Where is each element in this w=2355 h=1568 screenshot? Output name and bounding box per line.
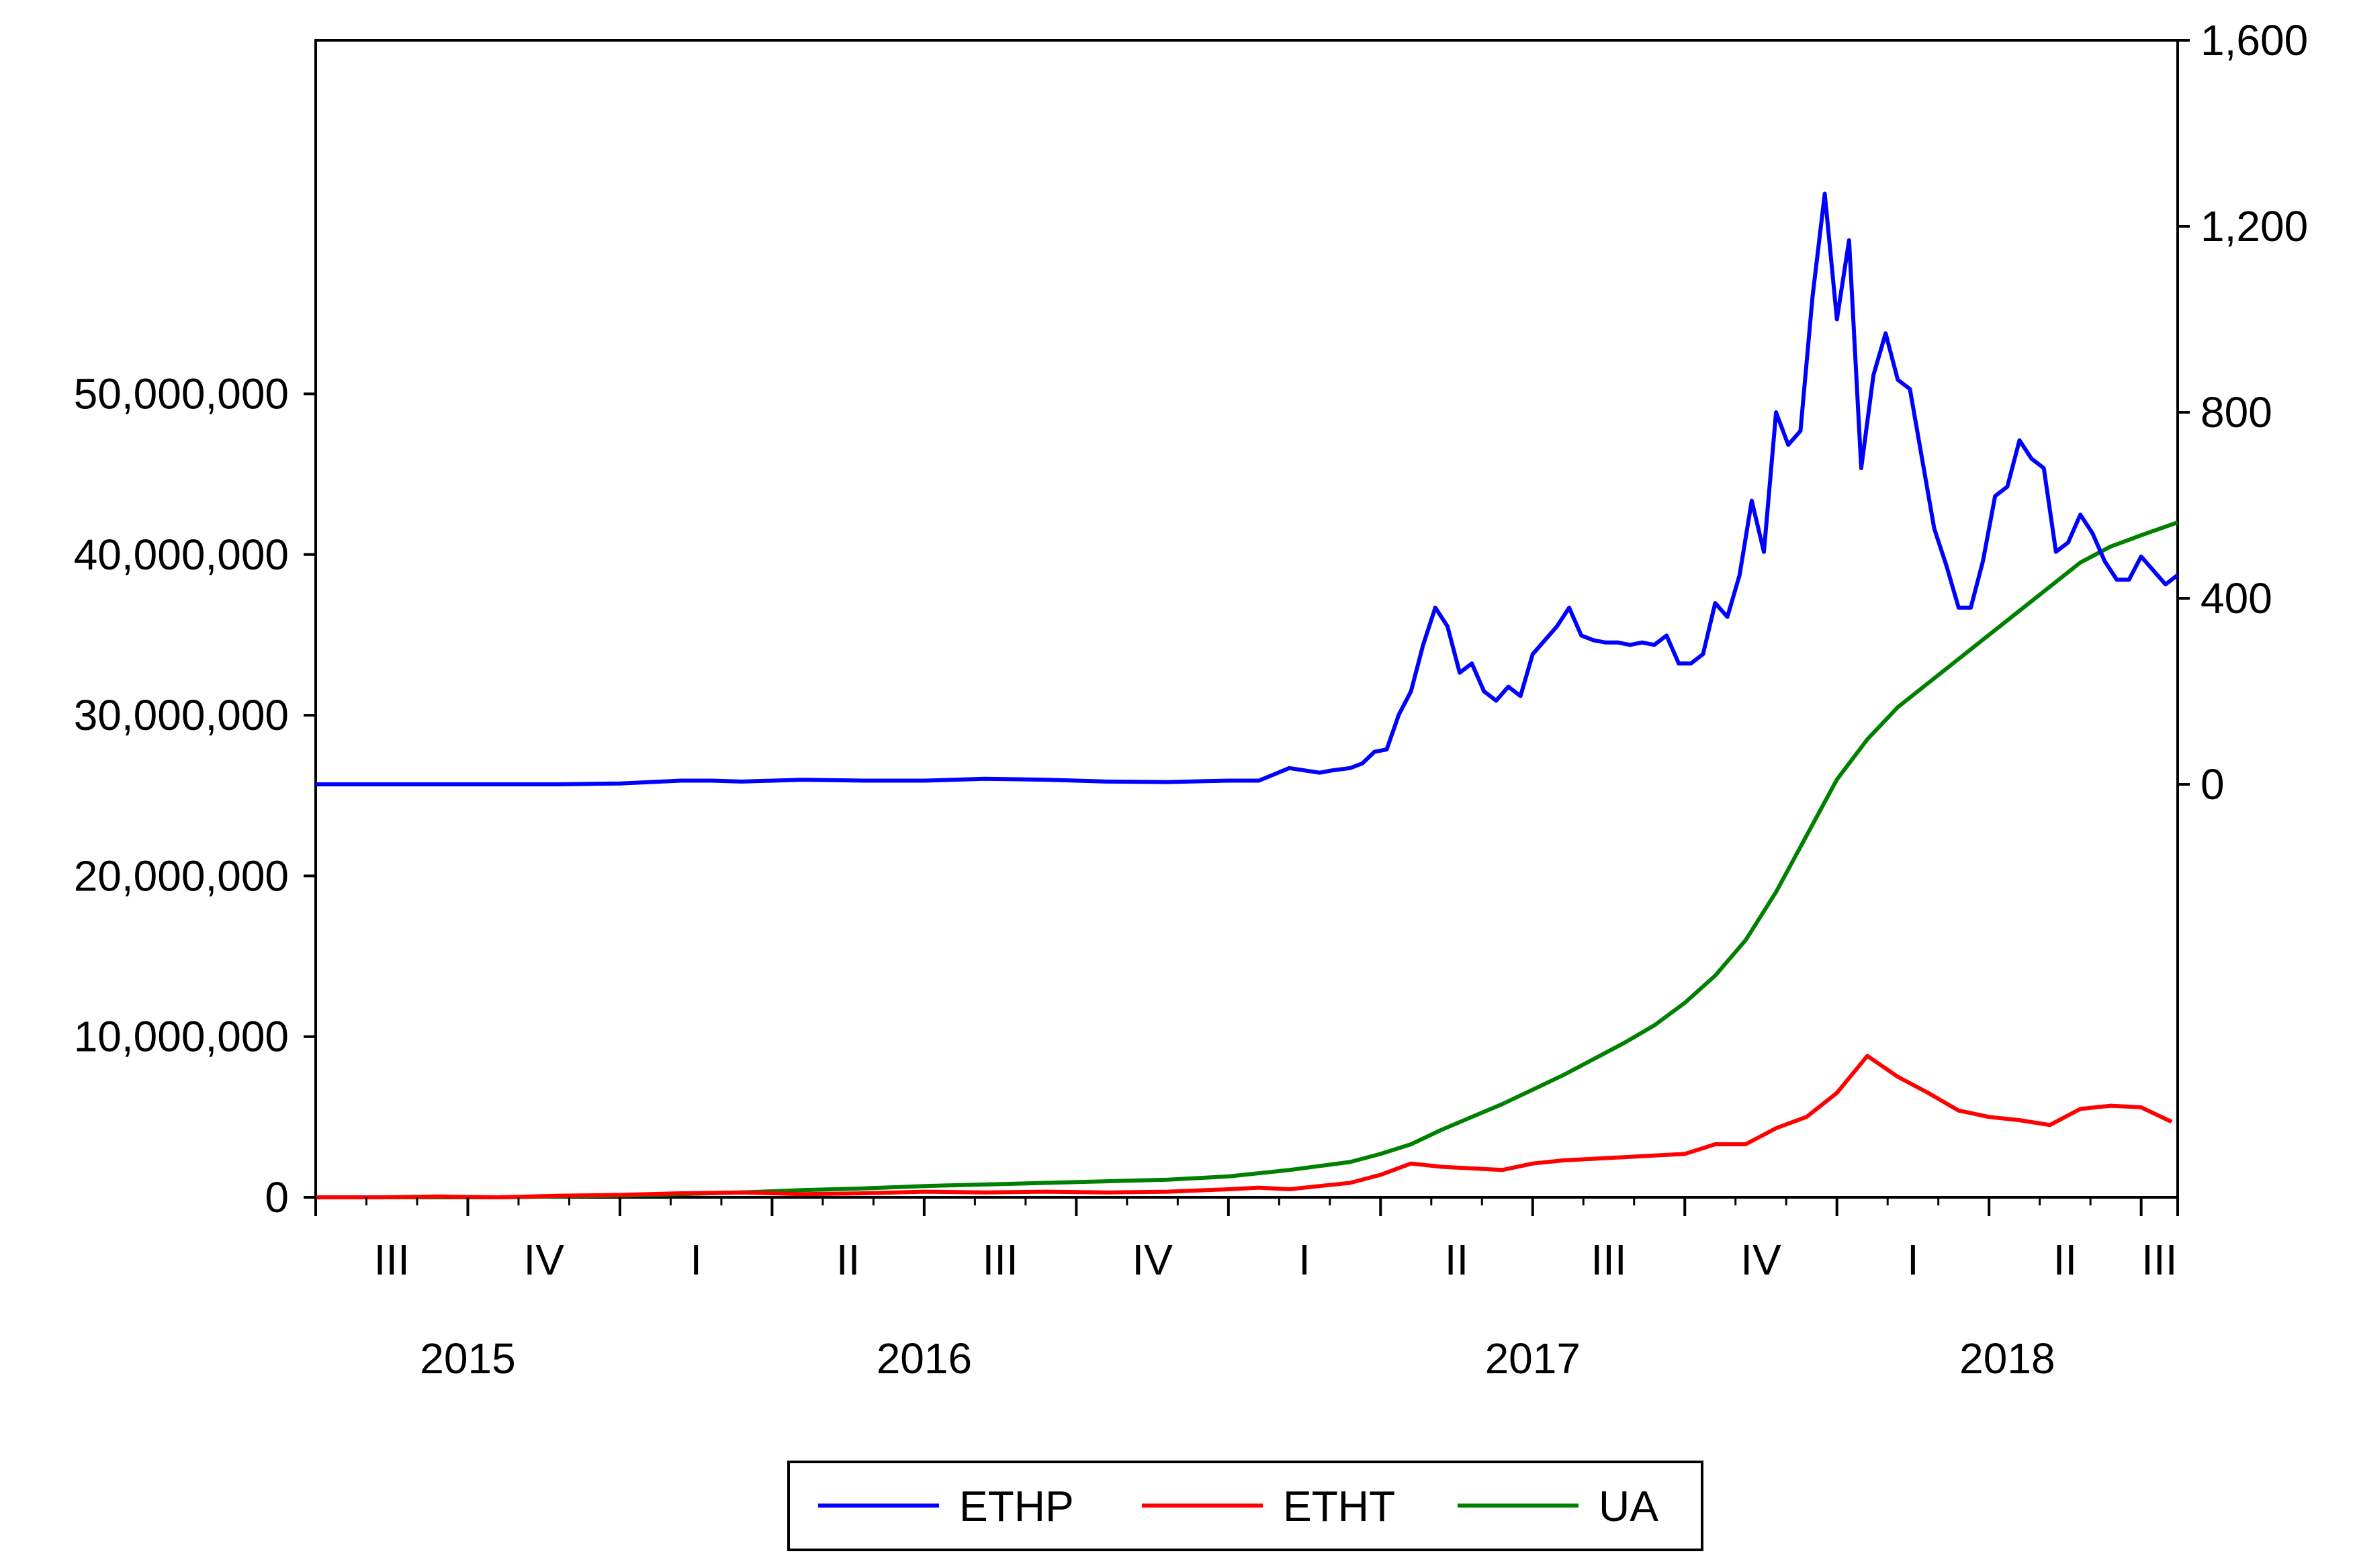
x-axis-quarter-label: I: [690, 1236, 702, 1284]
x-axis-quarter-label: I: [1298, 1236, 1310, 1284]
series-layer: [316, 191, 2179, 1199]
x-axis-year-label: 2017: [1485, 1334, 1581, 1383]
left-axis-tick-label: 50,000,000: [74, 369, 289, 418]
left-axis-tick-label: 40,000,000: [74, 531, 289, 579]
x-axis-quarter-label: III: [2141, 1236, 2177, 1284]
legend-label: ETHP: [959, 1482, 1074, 1530]
left-axis-tick-label: 0: [265, 1173, 289, 1221]
x-axis-year-label: 2018: [1959, 1334, 2055, 1383]
right-axis: 0 400 800 1,200 1,600: [2178, 16, 2308, 809]
left-axis: 0 10,000,000 20,000,000 30,000,000 40,000,00…: [74, 369, 316, 1221]
legend-label: ETHT: [1283, 1482, 1395, 1530]
left-axis-tick-label: 20,000,000: [74, 851, 289, 900]
left-axis-tick-label: 30,000,000: [74, 691, 289, 739]
x-axis-quarter-label: II: [1445, 1236, 1469, 1284]
x-axis-year-label: 2015: [420, 1334, 515, 1383]
right-axis-tick-label: 400: [2201, 574, 2272, 622]
x-axis-quarter-label: III: [374, 1236, 410, 1284]
right-axis-tick-label: 800: [2201, 388, 2272, 436]
x-axis-quarter-label: III: [1591, 1236, 1626, 1284]
right-axis-tick-label: 1,600: [2201, 16, 2308, 64]
legend: ETHP ETHT UA: [787, 1461, 1703, 1551]
x-axis-quarter-label: I: [1907, 1236, 1919, 1284]
x-axis-quarter-label: II: [2053, 1236, 2078, 1284]
left-axis-tick-label: 10,000,000: [74, 1013, 289, 1061]
x-axis-quarter-label: IV: [1740, 1236, 1781, 1284]
right-axis-tick-label: 0: [2201, 760, 2225, 809]
plot-frame: [314, 39, 2179, 1199]
x-axis-quarter-label: III: [982, 1236, 1018, 1284]
x-axis-year-label: 2016: [877, 1334, 972, 1383]
x-axis-quarter-label: II: [836, 1236, 860, 1284]
series-line-etht: [316, 1054, 2173, 1199]
x-axis-quarter-label: IV: [523, 1236, 564, 1284]
x-axis-quarter-label: IV: [1132, 1236, 1173, 1284]
right-axis-tick-label: 1,200: [2201, 202, 2308, 250]
legend-label: UA: [1599, 1482, 1658, 1530]
series-line-ethp: [316, 191, 2179, 786]
